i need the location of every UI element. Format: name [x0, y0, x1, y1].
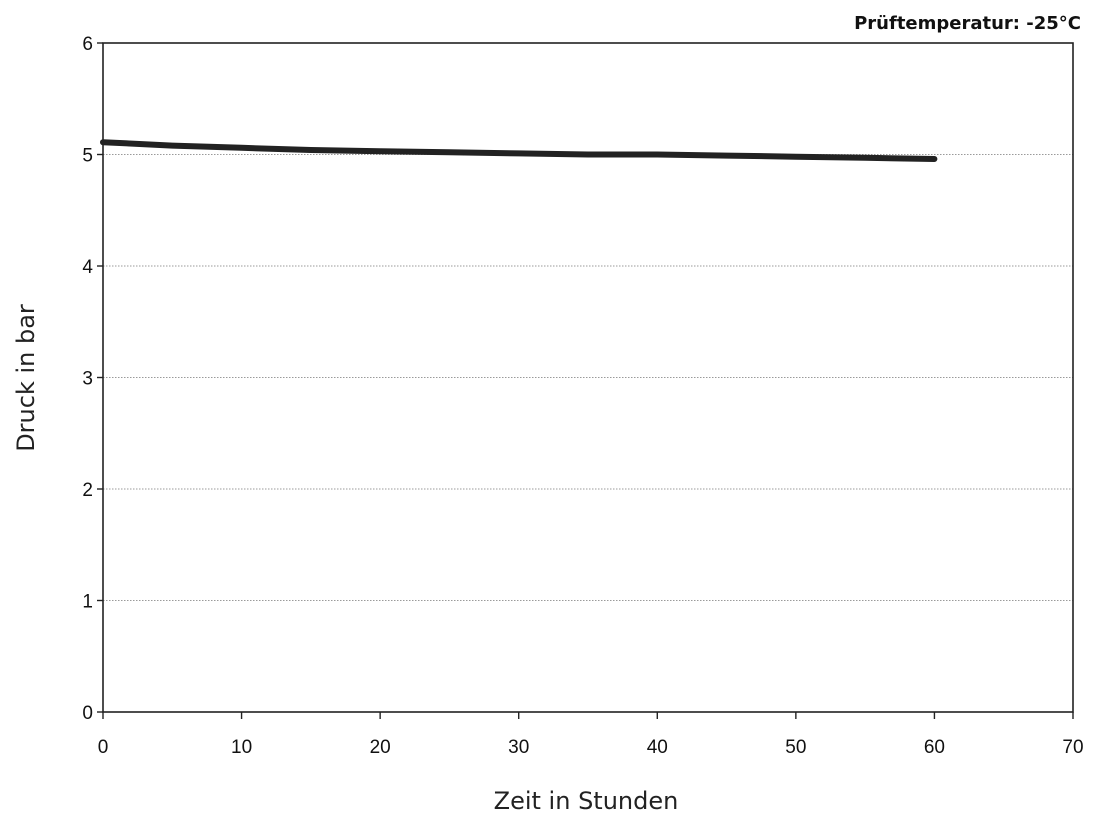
- chart-title: Prüftemperatur: -25°C: [854, 13, 1081, 34]
- x-tick-label: 10: [231, 737, 252, 758]
- x-tick-label: 30: [508, 737, 529, 758]
- y-tick-label: 5: [82, 146, 93, 167]
- x-tick-label: 50: [785, 737, 806, 758]
- y-tick-label: 6: [82, 34, 93, 55]
- x-tick-label: 60: [924, 737, 945, 758]
- series-layer: [100, 139, 938, 162]
- y-axis-title: Druck in bar: [12, 304, 40, 452]
- x-tick-label: 40: [647, 737, 668, 758]
- y-tick-label: 4: [82, 257, 93, 278]
- y-tick-label: 3: [82, 369, 93, 390]
- x-tick-label: 20: [370, 737, 391, 758]
- y-tick-label: 0: [82, 703, 93, 724]
- axis-ticks: [97, 42, 1074, 719]
- series-line: [100, 139, 938, 162]
- x-axis-title: Zeit in Stunden: [494, 787, 679, 815]
- y-tick-label: 2: [82, 480, 93, 501]
- x-tick-label: 0: [98, 737, 109, 758]
- grid-lines: [103, 154, 1073, 601]
- x-tick-label: 70: [1062, 737, 1083, 758]
- y-tick-label: 1: [82, 592, 93, 613]
